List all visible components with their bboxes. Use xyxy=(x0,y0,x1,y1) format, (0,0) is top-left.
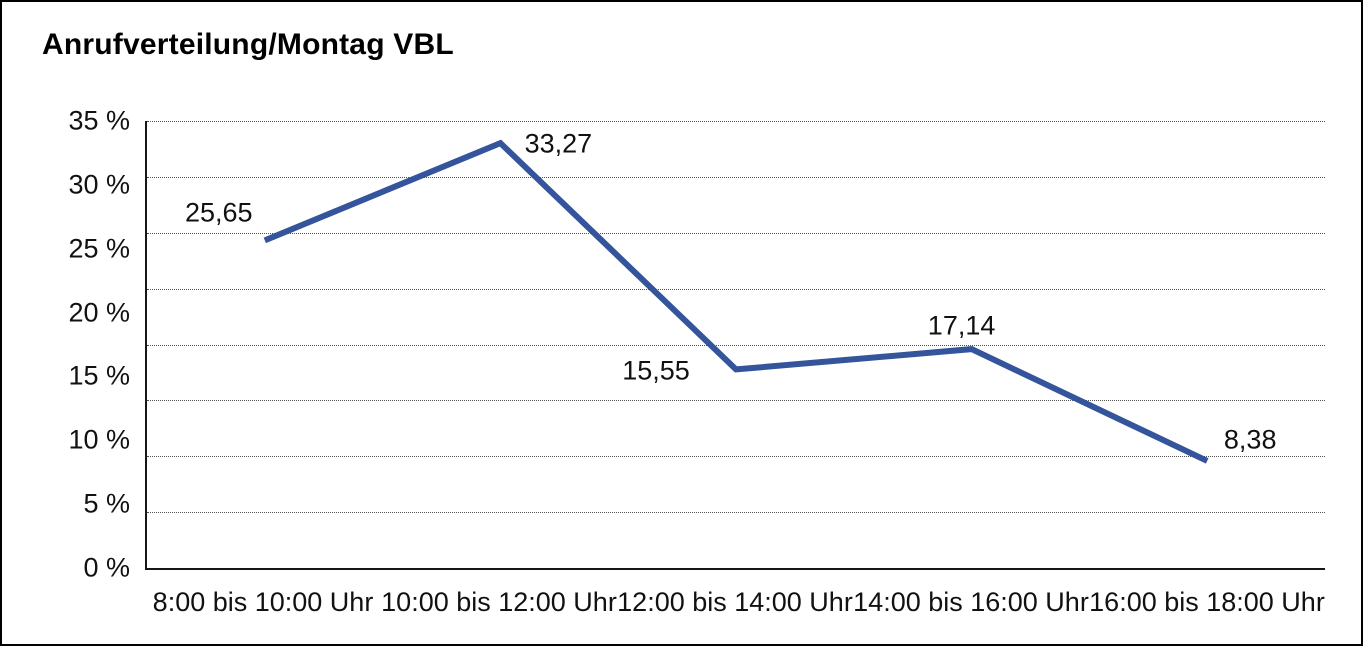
y-tick-label: 5 % xyxy=(83,488,130,519)
y-tick-label: 10 % xyxy=(68,424,130,455)
gridline xyxy=(147,344,1325,346)
gridline xyxy=(147,121,1325,122)
gridline xyxy=(147,176,1325,178)
y-tick-label: 35 % xyxy=(68,105,130,136)
data-point-label: 33,27 xyxy=(524,128,593,159)
chart-title: Anrufverteilung/Montag VBL xyxy=(42,28,454,61)
x-tick-label: 16:00 bis 18:00 Uhr xyxy=(1089,587,1325,617)
gridline xyxy=(147,232,1325,234)
y-tick-label: 25 % xyxy=(68,233,130,264)
gridline xyxy=(147,400,1325,402)
y-tick-label: 0 % xyxy=(83,552,130,583)
data-point-label: 25,65 xyxy=(185,197,253,228)
x-tick-label: 14:00 bis 16:00 Uhr xyxy=(853,587,1089,617)
data-point-label: 17,14 xyxy=(927,310,996,341)
gridline xyxy=(147,288,1325,290)
x-tick-label: 8:00 bis 10:00 Uhr xyxy=(152,587,374,617)
gridline xyxy=(147,512,1325,514)
y-tick-label: 30 % xyxy=(68,169,130,200)
y-tick-label: 15 % xyxy=(68,360,130,391)
y-tick-label: 20 % xyxy=(68,297,130,328)
y-axis-labels: 35 % 30 % 25 % 20 % 15 % 10 % 5 % 0 % xyxy=(2,106,130,583)
x-axis-labels: 8:00 bis 10:00 Uhr 10:00 bis 12:00 Uhr 12:… xyxy=(145,570,1325,618)
data-line xyxy=(263,139,1209,464)
gridline xyxy=(147,456,1325,458)
x-tick-label: 10:00 bis 12:00 Uhr xyxy=(381,587,617,617)
data-point-label: 15,55 xyxy=(622,355,690,386)
x-tick-label: 12:00 bis 14:00 Uhr xyxy=(617,587,853,617)
data-point-label: 8,38 xyxy=(1223,424,1277,455)
plot-area: 25,65 33,27 15,55 17,14 8,38 xyxy=(145,121,1325,570)
line-chart-canvas xyxy=(263,139,1209,464)
